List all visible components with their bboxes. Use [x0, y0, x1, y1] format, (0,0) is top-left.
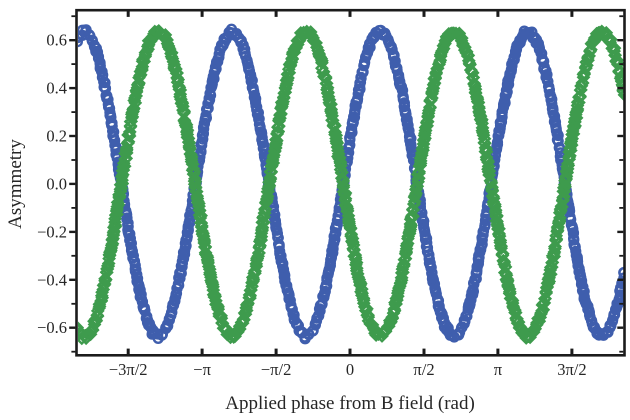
data-markers-layer	[78, 23, 624, 346]
y-tick-label: −0.6	[37, 318, 67, 337]
series-green-diamonds	[78, 24, 624, 345]
y-tick-label: −0.2	[37, 222, 67, 241]
axis-ticks-layer	[69, 11, 624, 355]
y-tick-label: −0.4	[37, 270, 67, 289]
y-axis-title: Asymmetry	[5, 139, 26, 229]
tick-labels-layer: −3π/2 −π −π/2 0 π/2 π 3π/2 0.6 0.4 0.2 0.0 −0.2 −0.4…	[37, 31, 587, 379]
x-axis-title: Applied phase from B field (rad)	[225, 393, 475, 414]
y-tick-label: 0.6	[46, 31, 67, 50]
x-tick-label: −π	[193, 360, 211, 379]
x-tick-label: 3π/2	[557, 360, 586, 379]
x-tick-label: −3π/2	[109, 360, 148, 379]
y-tick-label: 0.0	[46, 174, 67, 193]
y-tick-label: 0.4	[46, 79, 67, 98]
x-tick-label: −π/2	[261, 360, 291, 379]
x-tick-label: π/2	[413, 360, 434, 379]
y-tick-label: 0.2	[46, 127, 67, 146]
plot-frame	[75, 8, 626, 357]
x-tick-label: 0	[346, 360, 354, 379]
x-tick-label: π	[494, 360, 503, 379]
